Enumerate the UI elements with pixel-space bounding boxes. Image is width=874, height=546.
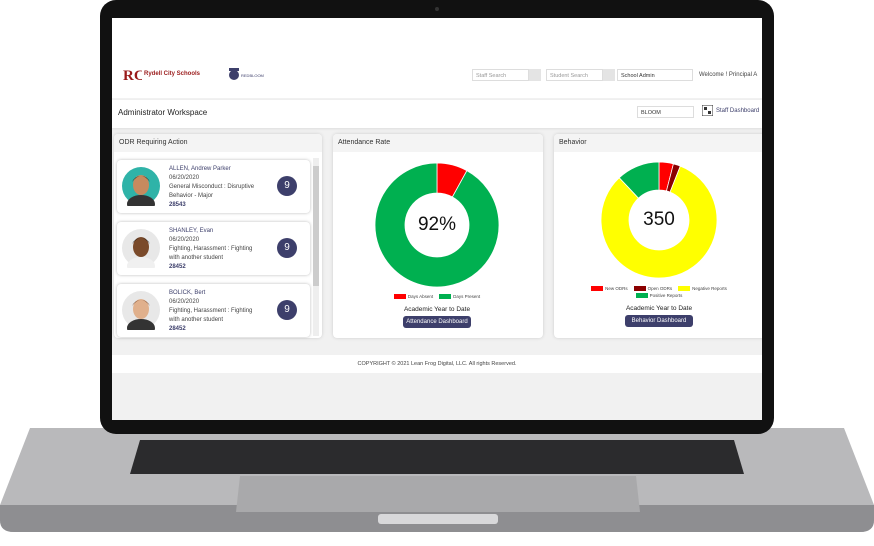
- legend: New ODRs Open ODRs Negative Reports Positiv…: [569, 286, 749, 298]
- odr-count: 9: [277, 238, 297, 258]
- legend-swatch: [439, 294, 452, 299]
- workspace-title: Administrator Workspace: [118, 108, 208, 117]
- top-bar: [112, 18, 762, 98]
- odr-count: 9: [277, 176, 297, 196]
- screen: RC Rydell City Schools REDBLOOM Staff Se…: [112, 18, 762, 420]
- avatar: [122, 167, 160, 206]
- legend-label: Open ODRs: [647, 286, 673, 291]
- odr-count: 9: [277, 300, 297, 320]
- search-button[interactable]: [603, 69, 615, 81]
- legend-label: New ODRs: [605, 286, 628, 291]
- copyright: COPYRIGHT © 2021 Lean Frog Digital, LLC.…: [357, 361, 517, 367]
- legend-swatch: [591, 286, 604, 291]
- legend-item[interactable]: Days Present: [439, 294, 480, 299]
- student-name: BOLICK, Bert: [169, 290, 206, 296]
- panel-title: Attendance Rate: [333, 134, 543, 152]
- legend-item[interactable]: Negative Reports: [678, 286, 727, 291]
- dashboard-button[interactable]: Behavior Dashboard: [625, 315, 693, 327]
- odr-description: General Misconduct : Disruptive Behavior…: [169, 184, 255, 199]
- donut-hole: [629, 190, 689, 250]
- donut-hole: [405, 193, 469, 257]
- legend-swatch: [393, 294, 406, 299]
- period-label: Academic Year to Date: [625, 305, 693, 312]
- center-label: 92%: [417, 214, 457, 235]
- legend-item[interactable]: New ODRs: [591, 286, 628, 291]
- trackpad: [236, 476, 640, 512]
- logo-icon: RC: [123, 68, 142, 84]
- laptop-notch: [378, 514, 498, 524]
- legend-item[interactable]: Positive Reports: [569, 293, 749, 298]
- panel-title: ODR Requiring Action: [114, 134, 322, 152]
- legend-label: Positive Reports: [649, 293, 683, 298]
- keyboard: [130, 440, 744, 474]
- camera: [435, 7, 439, 11]
- avatar: [122, 229, 160, 268]
- staff-search[interactable]: Staff Search: [472, 69, 529, 81]
- donut-segment: [375, 163, 499, 287]
- odr-date: 06/20/2020: [169, 299, 200, 305]
- footer: [112, 355, 762, 373]
- legend-swatch: [678, 286, 691, 291]
- odr-description: Fighting, Harassment : Fighting with ano…: [169, 308, 253, 323]
- student-search[interactable]: Student Search: [546, 69, 603, 81]
- brand-text: REDBLOOM: [241, 73, 264, 78]
- student-name: SHANLEY, Evan: [169, 228, 214, 234]
- odr-date: 06/20/2020: [169, 237, 200, 243]
- svg-text:RC: RC: [123, 68, 142, 84]
- legend-label: Negative Reports: [692, 286, 727, 291]
- dashboard-button[interactable]: Attendance Dashboard: [403, 316, 471, 328]
- school-select[interactable]: BLOOM: [637, 106, 694, 118]
- legend: Days Absent Days Present: [347, 294, 527, 299]
- scrollbar[interactable]: [313, 158, 319, 336]
- role-select[interactable]: School Admin: [617, 69, 693, 81]
- center-label: 350: [643, 209, 675, 230]
- odr-description: Fighting, Harassment : Fighting with ano…: [169, 246, 253, 261]
- staff-dashboard-link[interactable]: Staff Dashboard: [716, 108, 760, 114]
- brand-icon: [229, 68, 239, 80]
- legend-label: Days Present: [453, 294, 481, 299]
- legend-swatch: [635, 293, 648, 298]
- avatar: [122, 291, 160, 330]
- logo-text: Rydell City Schools: [144, 71, 201, 77]
- donut-segment: [601, 165, 717, 278]
- legend-item[interactable]: Days Absent: [393, 294, 434, 299]
- panel-title: Behavior: [554, 134, 762, 152]
- donut-chart: [601, 162, 717, 278]
- welcome: Welcome ! Principal A: [699, 72, 758, 78]
- odr-date: 06/20/2020: [169, 175, 200, 181]
- odr-id: 28543: [169, 202, 186, 208]
- search-button[interactable]: [529, 69, 541, 81]
- donut-segment: [618, 162, 660, 199]
- odr-id: 28452: [169, 326, 186, 332]
- legend-swatch: [633, 286, 646, 291]
- student-name: ALLEN, Andrew Parker: [169, 166, 231, 172]
- legend-item[interactable]: Open ODRs: [633, 286, 673, 291]
- legend-label: Days Absent: [407, 294, 434, 299]
- qr-icon: [702, 105, 713, 116]
- period-label: Academic Year to Date: [403, 306, 471, 313]
- odr-id: 28452: [169, 264, 186, 270]
- donut-chart: [375, 163, 499, 287]
